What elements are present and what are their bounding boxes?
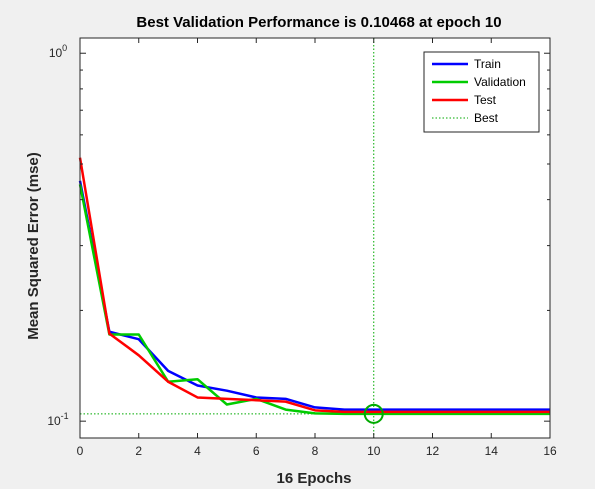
plot-border — [79, 37, 551, 439]
x-tick-label: 8 — [312, 444, 319, 458]
series-line-train — [78, 180, 550, 411]
y-axis-label: Mean Squared Error (mse) — [25, 152, 42, 340]
x-tick-label: 12 — [426, 444, 440, 458]
x-axis-label: 16 Epochs — [276, 470, 351, 487]
y-tick-label: 10-1 — [47, 411, 68, 428]
legend-label-train: Train — [474, 57, 501, 71]
legend-label-validation: Validation — [474, 75, 526, 89]
chart-title: Best Validation Performance is 0.10468 a… — [136, 14, 501, 31]
x-tick-label: 6 — [253, 444, 260, 458]
x-tick-label: 4 — [194, 444, 201, 458]
x-tick-label: 10 — [367, 444, 381, 458]
legend-label-test: Test — [474, 93, 497, 107]
x-tick-label: 14 — [485, 444, 499, 458]
x-tick-label: 16 — [543, 444, 557, 458]
best-marker — [363, 403, 384, 424]
chart-marks — [78, 38, 550, 438]
legend-box — [423, 51, 540, 133]
series-line-validation — [78, 184, 550, 416]
x-tick-label: 0 — [77, 444, 84, 458]
series-line-test — [78, 157, 550, 414]
x-tick-label: 2 — [135, 444, 142, 458]
legend: Train Validation Test Best — [423, 51, 540, 133]
y-tick-label: 100 — [49, 43, 67, 60]
legend-label-best: Best — [474, 111, 499, 125]
